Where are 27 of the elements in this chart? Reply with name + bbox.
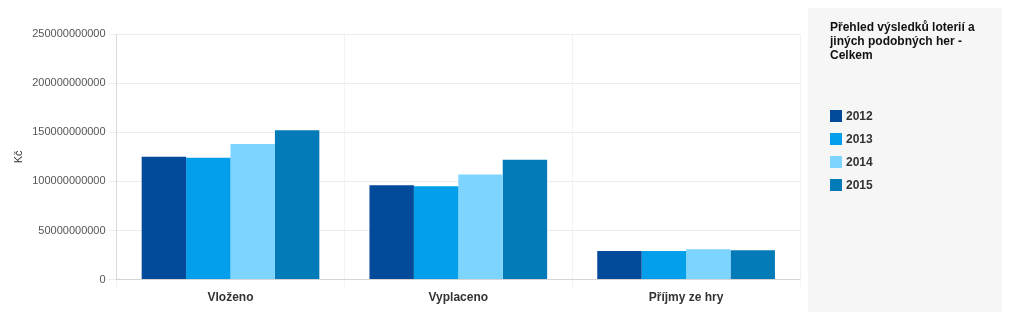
x-tick-label: Příjmy ze hry (648, 290, 724, 305)
bar (186, 157, 231, 280)
bar (230, 144, 275, 280)
x-tick-label: Vyplaceno (428, 290, 489, 305)
legend-label: 2014 (846, 154, 873, 169)
y-axis-title: Kč (11, 149, 24, 164)
y-tick-label: 0 (99, 272, 106, 285)
text: Přehled výsledků loterií a jiných podobných her - Celkem (830, 20, 976, 62)
legend-label: 2013 (846, 131, 873, 146)
y-tick-label: 50000000000 (38, 223, 106, 236)
bar (458, 174, 503, 280)
bar (597, 251, 642, 280)
x-tick-label: Vloženo (207, 290, 254, 305)
bar (502, 159, 548, 280)
bar (369, 185, 414, 280)
y-tick-label: 100000000000 (32, 174, 106, 187)
bar (413, 186, 459, 280)
y-tick-label: 150000000000 (32, 125, 106, 138)
bar (141, 156, 187, 280)
y-tick-label: 250000000000 (32, 27, 106, 40)
legend-label: 2015 (846, 177, 873, 192)
bar (274, 130, 320, 280)
bar (641, 251, 687, 280)
bar (730, 250, 775, 280)
legend-label: 2012 (846, 108, 873, 123)
bar (686, 249, 731, 280)
y-tick-label: 200000000000 (32, 76, 106, 89)
